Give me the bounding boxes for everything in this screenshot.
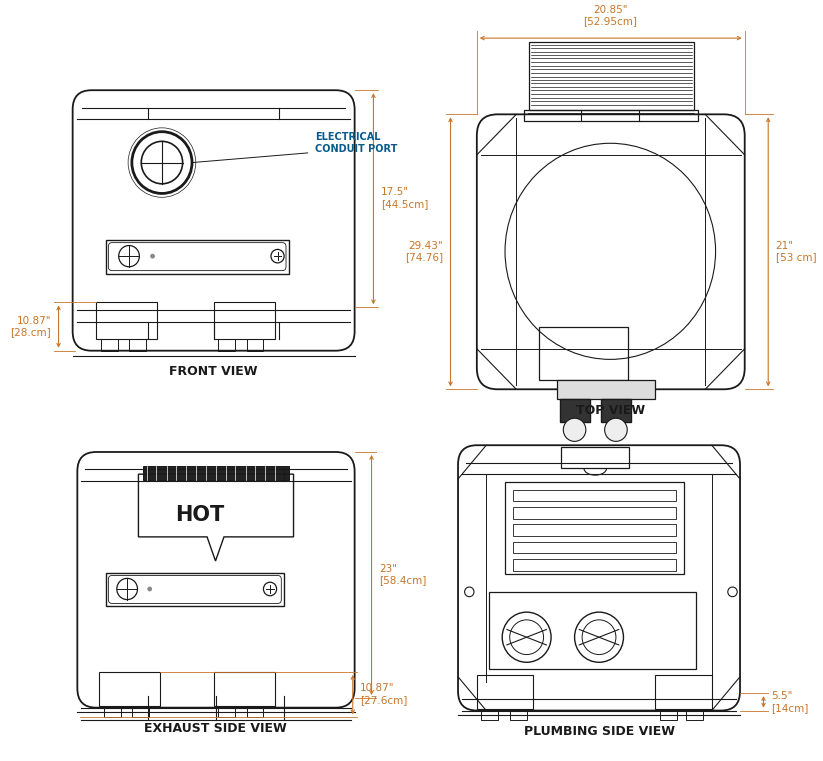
Bar bbox=[104, 705, 121, 718]
Bar bbox=[143, 466, 289, 480]
Bar bbox=[556, 380, 655, 399]
Circle shape bbox=[151, 254, 155, 258]
Bar bbox=[218, 705, 235, 718]
Bar bbox=[513, 489, 677, 501]
Circle shape bbox=[148, 587, 151, 591]
Text: HOT: HOT bbox=[175, 505, 224, 524]
Bar bbox=[105, 240, 289, 273]
Text: 10.87"
[28.cm]: 10.87" [28.cm] bbox=[10, 316, 51, 337]
Bar bbox=[247, 705, 263, 718]
Circle shape bbox=[605, 419, 627, 441]
Bar bbox=[96, 302, 157, 339]
Bar bbox=[247, 339, 263, 351]
Text: 10.87"
[27.6cm]: 10.87" [27.6cm] bbox=[360, 683, 407, 705]
Text: 17.5"
[44.5cm]: 17.5" [44.5cm] bbox=[381, 187, 428, 209]
Text: PLUMBING SIDE VIEW: PLUMBING SIDE VIEW bbox=[523, 725, 675, 738]
Bar bbox=[529, 42, 694, 110]
Bar bbox=[513, 507, 677, 518]
Circle shape bbox=[563, 419, 586, 441]
Bar bbox=[99, 672, 160, 705]
Bar bbox=[601, 399, 631, 422]
Bar bbox=[132, 705, 149, 718]
Bar bbox=[105, 572, 284, 607]
Bar bbox=[509, 708, 527, 720]
Bar bbox=[477, 675, 533, 708]
Text: 20.85"
[52.95cm]: 20.85" [52.95cm] bbox=[584, 5, 637, 27]
Bar bbox=[561, 447, 629, 468]
Bar bbox=[655, 675, 712, 708]
Text: ELECTRICAL
CONDUIT PORT: ELECTRICAL CONDUIT PORT bbox=[315, 132, 398, 154]
Bar bbox=[129, 339, 146, 351]
Bar bbox=[214, 302, 275, 339]
Bar bbox=[513, 524, 677, 536]
Bar bbox=[660, 708, 677, 720]
Bar bbox=[214, 672, 275, 705]
Bar bbox=[218, 339, 235, 351]
Bar bbox=[489, 592, 695, 669]
Bar bbox=[539, 326, 628, 380]
Bar bbox=[481, 708, 498, 720]
Text: 23"
[58.4cm]: 23" [58.4cm] bbox=[379, 564, 426, 585]
Text: FRONT VIEW: FRONT VIEW bbox=[170, 365, 258, 378]
Bar bbox=[523, 110, 698, 121]
Text: EXHAUST SIDE VIEW: EXHAUST SIDE VIEW bbox=[144, 722, 287, 735]
Text: 5.5"
[14cm]: 5.5" [14cm] bbox=[771, 691, 808, 712]
Text: 29.43"
[74.76]: 29.43" [74.76] bbox=[405, 240, 443, 262]
Bar bbox=[101, 339, 118, 351]
Bar bbox=[513, 542, 677, 553]
Bar bbox=[505, 482, 684, 574]
Text: 21"
[53 cm]: 21" [53 cm] bbox=[776, 240, 816, 262]
Bar bbox=[513, 559, 677, 571]
Bar bbox=[686, 708, 704, 720]
Bar bbox=[560, 399, 589, 422]
Text: TOP VIEW: TOP VIEW bbox=[576, 404, 645, 417]
